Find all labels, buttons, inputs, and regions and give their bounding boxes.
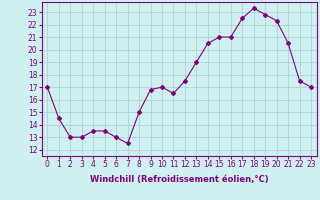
X-axis label: Windchill (Refroidissement éolien,°C): Windchill (Refroidissement éolien,°C)	[90, 175, 268, 184]
